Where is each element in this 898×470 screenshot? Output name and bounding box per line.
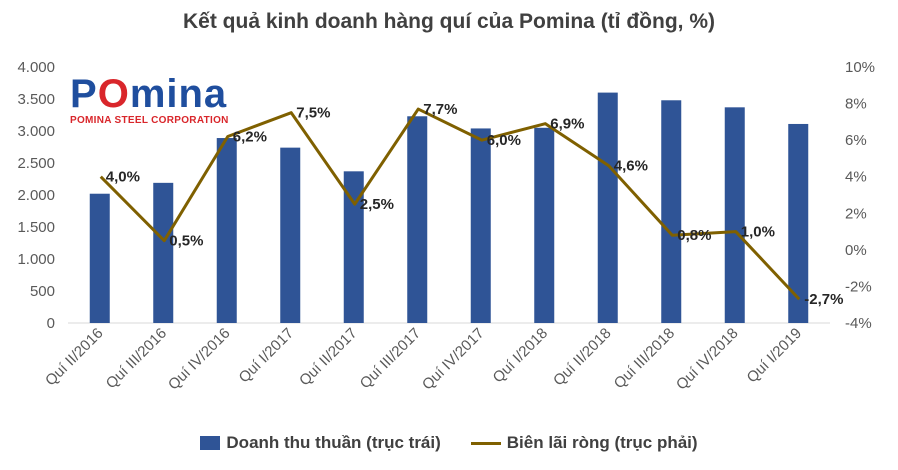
x-tick-label: Quí III/2017 <box>357 325 424 392</box>
data-label: 0,5% <box>169 233 203 250</box>
left-tick-label: 4.000 <box>17 59 55 76</box>
legend-swatch-bar <box>200 436 221 450</box>
data-label: 6,2% <box>233 128 267 145</box>
right-tick-label: 10% <box>845 59 875 76</box>
right-tick-label: 0% <box>845 242 867 259</box>
bar <box>216 138 237 323</box>
bar <box>280 147 301 323</box>
right-tick-label: 6% <box>845 132 867 149</box>
x-tick-label: Quí I/2019 <box>744 325 806 387</box>
bar <box>724 107 745 323</box>
x-tick-label: Quí II/2018 <box>550 325 615 390</box>
bar <box>153 182 174 323</box>
data-label: 6,0% <box>487 132 521 149</box>
right-tick-label: -2% <box>845 278 872 295</box>
x-tick-label: Quí IV/2018 <box>673 325 742 394</box>
x-tick-label: Quí I/2018 <box>490 325 552 387</box>
bar-series <box>89 92 809 324</box>
bar <box>407 116 428 323</box>
legend-label-margin: Biên lãi ròng (trục phải) <box>506 433 698 452</box>
left-tick-label: 1.500 <box>17 219 55 236</box>
legend-swatch-line <box>470 441 501 445</box>
x-tick-label: Quí IV/2017 <box>419 325 488 394</box>
data-label: 7,7% <box>423 101 457 118</box>
x-tick-label: Quí I/2017 <box>236 325 298 387</box>
bar <box>89 193 110 323</box>
data-label: 1,0% <box>741 224 775 241</box>
bar <box>470 128 491 323</box>
data-label: 6,9% <box>550 116 584 133</box>
legend-item-margin: Biên lãi ròng (trục phải) <box>470 433 698 453</box>
left-tick-label: 2.000 <box>17 187 55 204</box>
chart-title: Kết quả kinh doanh hàng quí của Pomina (… <box>183 10 715 33</box>
bar <box>343 171 364 323</box>
legend-item-revenue: Doanh thu thuần (trục trái) <box>200 433 441 453</box>
pomina-logo: POmina POMINA STEEL CORPORATION <box>70 72 229 126</box>
bar <box>661 100 682 323</box>
x-tick-label: Quí III/2018 <box>611 325 678 392</box>
x-tick-label: Quí II/2016 <box>42 325 107 390</box>
right-tick-label: 2% <box>845 205 867 222</box>
right-axis: -4% -2% 0% 2% 4% 6% 8% 10% <box>845 59 875 332</box>
data-label: -2,7% <box>804 291 843 308</box>
margin-line <box>99 107 801 301</box>
right-tick-label: 8% <box>845 96 867 113</box>
x-tick-label: Quí II/2017 <box>296 325 361 390</box>
data-label: 0,8% <box>677 227 711 244</box>
data-label: 4,6% <box>614 158 648 175</box>
left-tick-label: 0 <box>47 315 55 332</box>
left-tick-label: 500 <box>30 283 55 300</box>
left-tick-label: 2.500 <box>17 155 55 172</box>
legend: Doanh thu thuần (trục trái) Biên lãi ròn… <box>0 433 898 453</box>
data-label: 2,5% <box>360 196 394 213</box>
x-tick-label: Quí III/2016 <box>103 325 170 392</box>
line-series <box>99 107 801 301</box>
bar <box>534 127 555 323</box>
x-tick-label: Quí IV/2016 <box>165 325 234 394</box>
data-label: 7,5% <box>296 105 330 122</box>
legend-label-revenue: Doanh thu thuần (trục trái) <box>226 433 441 452</box>
left-tick-label: 1.000 <box>17 251 55 268</box>
data-label: 4,0% <box>106 169 140 186</box>
right-tick-label: 4% <box>845 169 867 186</box>
left-tick-label: 3.500 <box>17 91 55 108</box>
right-tick-label: -4% <box>845 315 872 332</box>
data-labels: 4,0% 0,5% 6,2% 7,5% 2,5% 7,7% 6,0% 6,9% 4,6% 0,8%… <box>106 101 844 308</box>
bar <box>597 92 618 323</box>
bar <box>788 123 809 324</box>
chart-area: 05001.0001.5002.0002.5003.0003.5004.000 … <box>17 59 875 394</box>
left-axis: 0 500 1.000 1.500 2.000 2.500 3.000 3.500 4.000 <box>17 59 55 332</box>
left-tick-label: 3.000 <box>17 123 55 140</box>
